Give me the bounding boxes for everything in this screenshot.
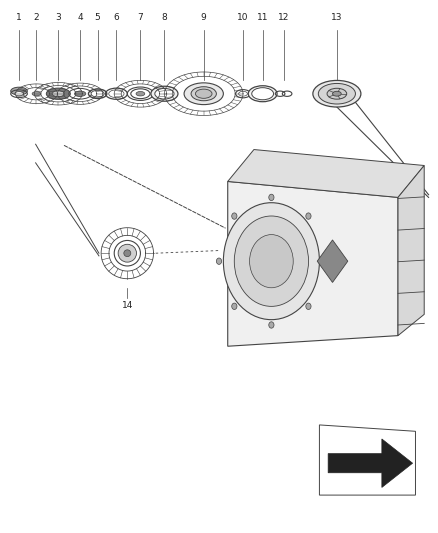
Text: 5: 5 [95, 13, 100, 22]
Ellipse shape [109, 90, 124, 98]
Ellipse shape [332, 91, 341, 96]
Ellipse shape [195, 89, 212, 98]
Ellipse shape [151, 86, 178, 101]
Ellipse shape [248, 86, 277, 102]
Ellipse shape [11, 87, 27, 95]
Ellipse shape [313, 80, 361, 107]
Ellipse shape [269, 322, 274, 328]
Text: 9: 9 [201, 13, 207, 22]
Ellipse shape [318, 84, 356, 104]
Polygon shape [228, 150, 424, 197]
Ellipse shape [327, 88, 347, 99]
Polygon shape [317, 240, 348, 282]
Text: 12: 12 [278, 13, 290, 22]
Ellipse shape [234, 216, 308, 306]
Ellipse shape [223, 203, 319, 320]
Polygon shape [398, 165, 424, 336]
Text: 11: 11 [257, 13, 268, 22]
Ellipse shape [321, 258, 326, 264]
Ellipse shape [269, 194, 274, 200]
Polygon shape [328, 439, 413, 488]
Text: 2: 2 [34, 13, 39, 22]
Ellipse shape [32, 92, 41, 96]
Text: 10: 10 [237, 13, 249, 22]
Ellipse shape [118, 244, 137, 262]
Text: 13: 13 [331, 13, 343, 22]
Ellipse shape [14, 92, 23, 96]
Ellipse shape [52, 91, 64, 96]
Text: 14: 14 [122, 301, 133, 310]
Text: 8: 8 [162, 13, 167, 22]
Ellipse shape [46, 88, 71, 99]
Ellipse shape [306, 213, 311, 219]
Ellipse shape [124, 250, 131, 256]
Ellipse shape [216, 258, 222, 264]
Ellipse shape [91, 91, 104, 97]
Text: 6: 6 [113, 13, 119, 22]
Text: 4: 4 [78, 13, 83, 22]
Text: 7: 7 [138, 13, 143, 22]
Ellipse shape [232, 213, 237, 219]
Ellipse shape [232, 303, 237, 310]
Ellipse shape [184, 83, 223, 104]
Ellipse shape [239, 91, 247, 96]
Ellipse shape [306, 303, 311, 310]
Ellipse shape [250, 235, 293, 288]
Ellipse shape [191, 87, 216, 101]
Ellipse shape [136, 92, 145, 96]
Ellipse shape [155, 88, 174, 99]
Text: 1: 1 [16, 13, 22, 22]
Ellipse shape [252, 88, 274, 100]
Polygon shape [228, 181, 398, 346]
Ellipse shape [74, 91, 86, 96]
Text: 3: 3 [56, 13, 61, 22]
